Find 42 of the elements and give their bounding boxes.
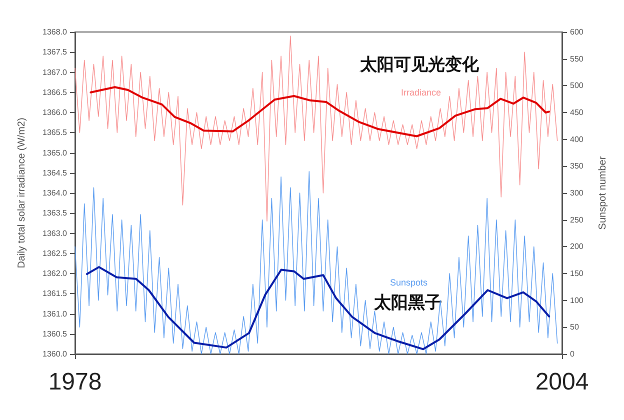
y-tick-label: 1367.5 bbox=[42, 48, 68, 57]
y-tick-label: 1362.5 bbox=[42, 248, 68, 258]
y-tick-label: 1365.5 bbox=[42, 128, 68, 138]
y-tick-label: 1360.0 bbox=[42, 350, 68, 358]
y-tick-label: 1360.5 bbox=[42, 329, 68, 338]
annotation: 太阳黑子 bbox=[373, 293, 442, 312]
y2-tick-label: 450 bbox=[570, 108, 584, 117]
y-tick-label: 1364.0 bbox=[42, 188, 68, 198]
y2-tick-label: 200 bbox=[570, 242, 584, 252]
y2-tick-label: 550 bbox=[570, 54, 584, 64]
series-label: Irradiance bbox=[401, 88, 442, 98]
y-tick-label: 1361.0 bbox=[42, 309, 68, 318]
y-axis-title: Daily total solar irradiance (W/m2) bbox=[16, 118, 28, 268]
y2-tick-label: 0 bbox=[570, 350, 575, 358]
y-tick-label: 1367.0 bbox=[42, 68, 68, 77]
annotation: 太阳可见光变化 bbox=[359, 55, 480, 74]
y-tick-label: 1366.5 bbox=[42, 88, 68, 97]
line-series bbox=[90, 86, 550, 138]
y-tick-label: 1362.0 bbox=[42, 269, 68, 278]
y2-tick-label: 100 bbox=[570, 296, 584, 305]
y2-tick-label: 400 bbox=[570, 134, 584, 144]
line-series bbox=[86, 266, 550, 350]
y2-axis-title: Sunspot number bbox=[598, 156, 608, 230]
y-tick-label: 1366.0 bbox=[42, 108, 68, 117]
y2-tick-label: 50 bbox=[570, 322, 580, 332]
y2-tick-label: 300 bbox=[570, 188, 584, 198]
y2-tick-label: 150 bbox=[570, 269, 584, 278]
y-tick-label: 1368.0 bbox=[42, 28, 68, 36]
y2-tick-label: 500 bbox=[570, 81, 584, 90]
line-series bbox=[74, 36, 558, 222]
line-series bbox=[74, 171, 558, 354]
y-tick-label: 1361.5 bbox=[42, 289, 68, 298]
x-tick-label: 2004 bbox=[535, 368, 589, 396]
y-tick-label: 1363.0 bbox=[42, 228, 68, 238]
y-tick-label: 1365.0 bbox=[42, 148, 68, 158]
y-tick-label: 1364.5 bbox=[42, 168, 68, 178]
y-tick-label: 1363.5 bbox=[42, 208, 68, 218]
text: Sunspots bbox=[390, 278, 428, 288]
x-tick-label: 1978 bbox=[48, 368, 102, 396]
y2-tick-label: 350 bbox=[570, 162, 584, 171]
y2-tick-label: 250 bbox=[570, 215, 584, 224]
y2-tick-label: 600 bbox=[570, 28, 584, 36]
